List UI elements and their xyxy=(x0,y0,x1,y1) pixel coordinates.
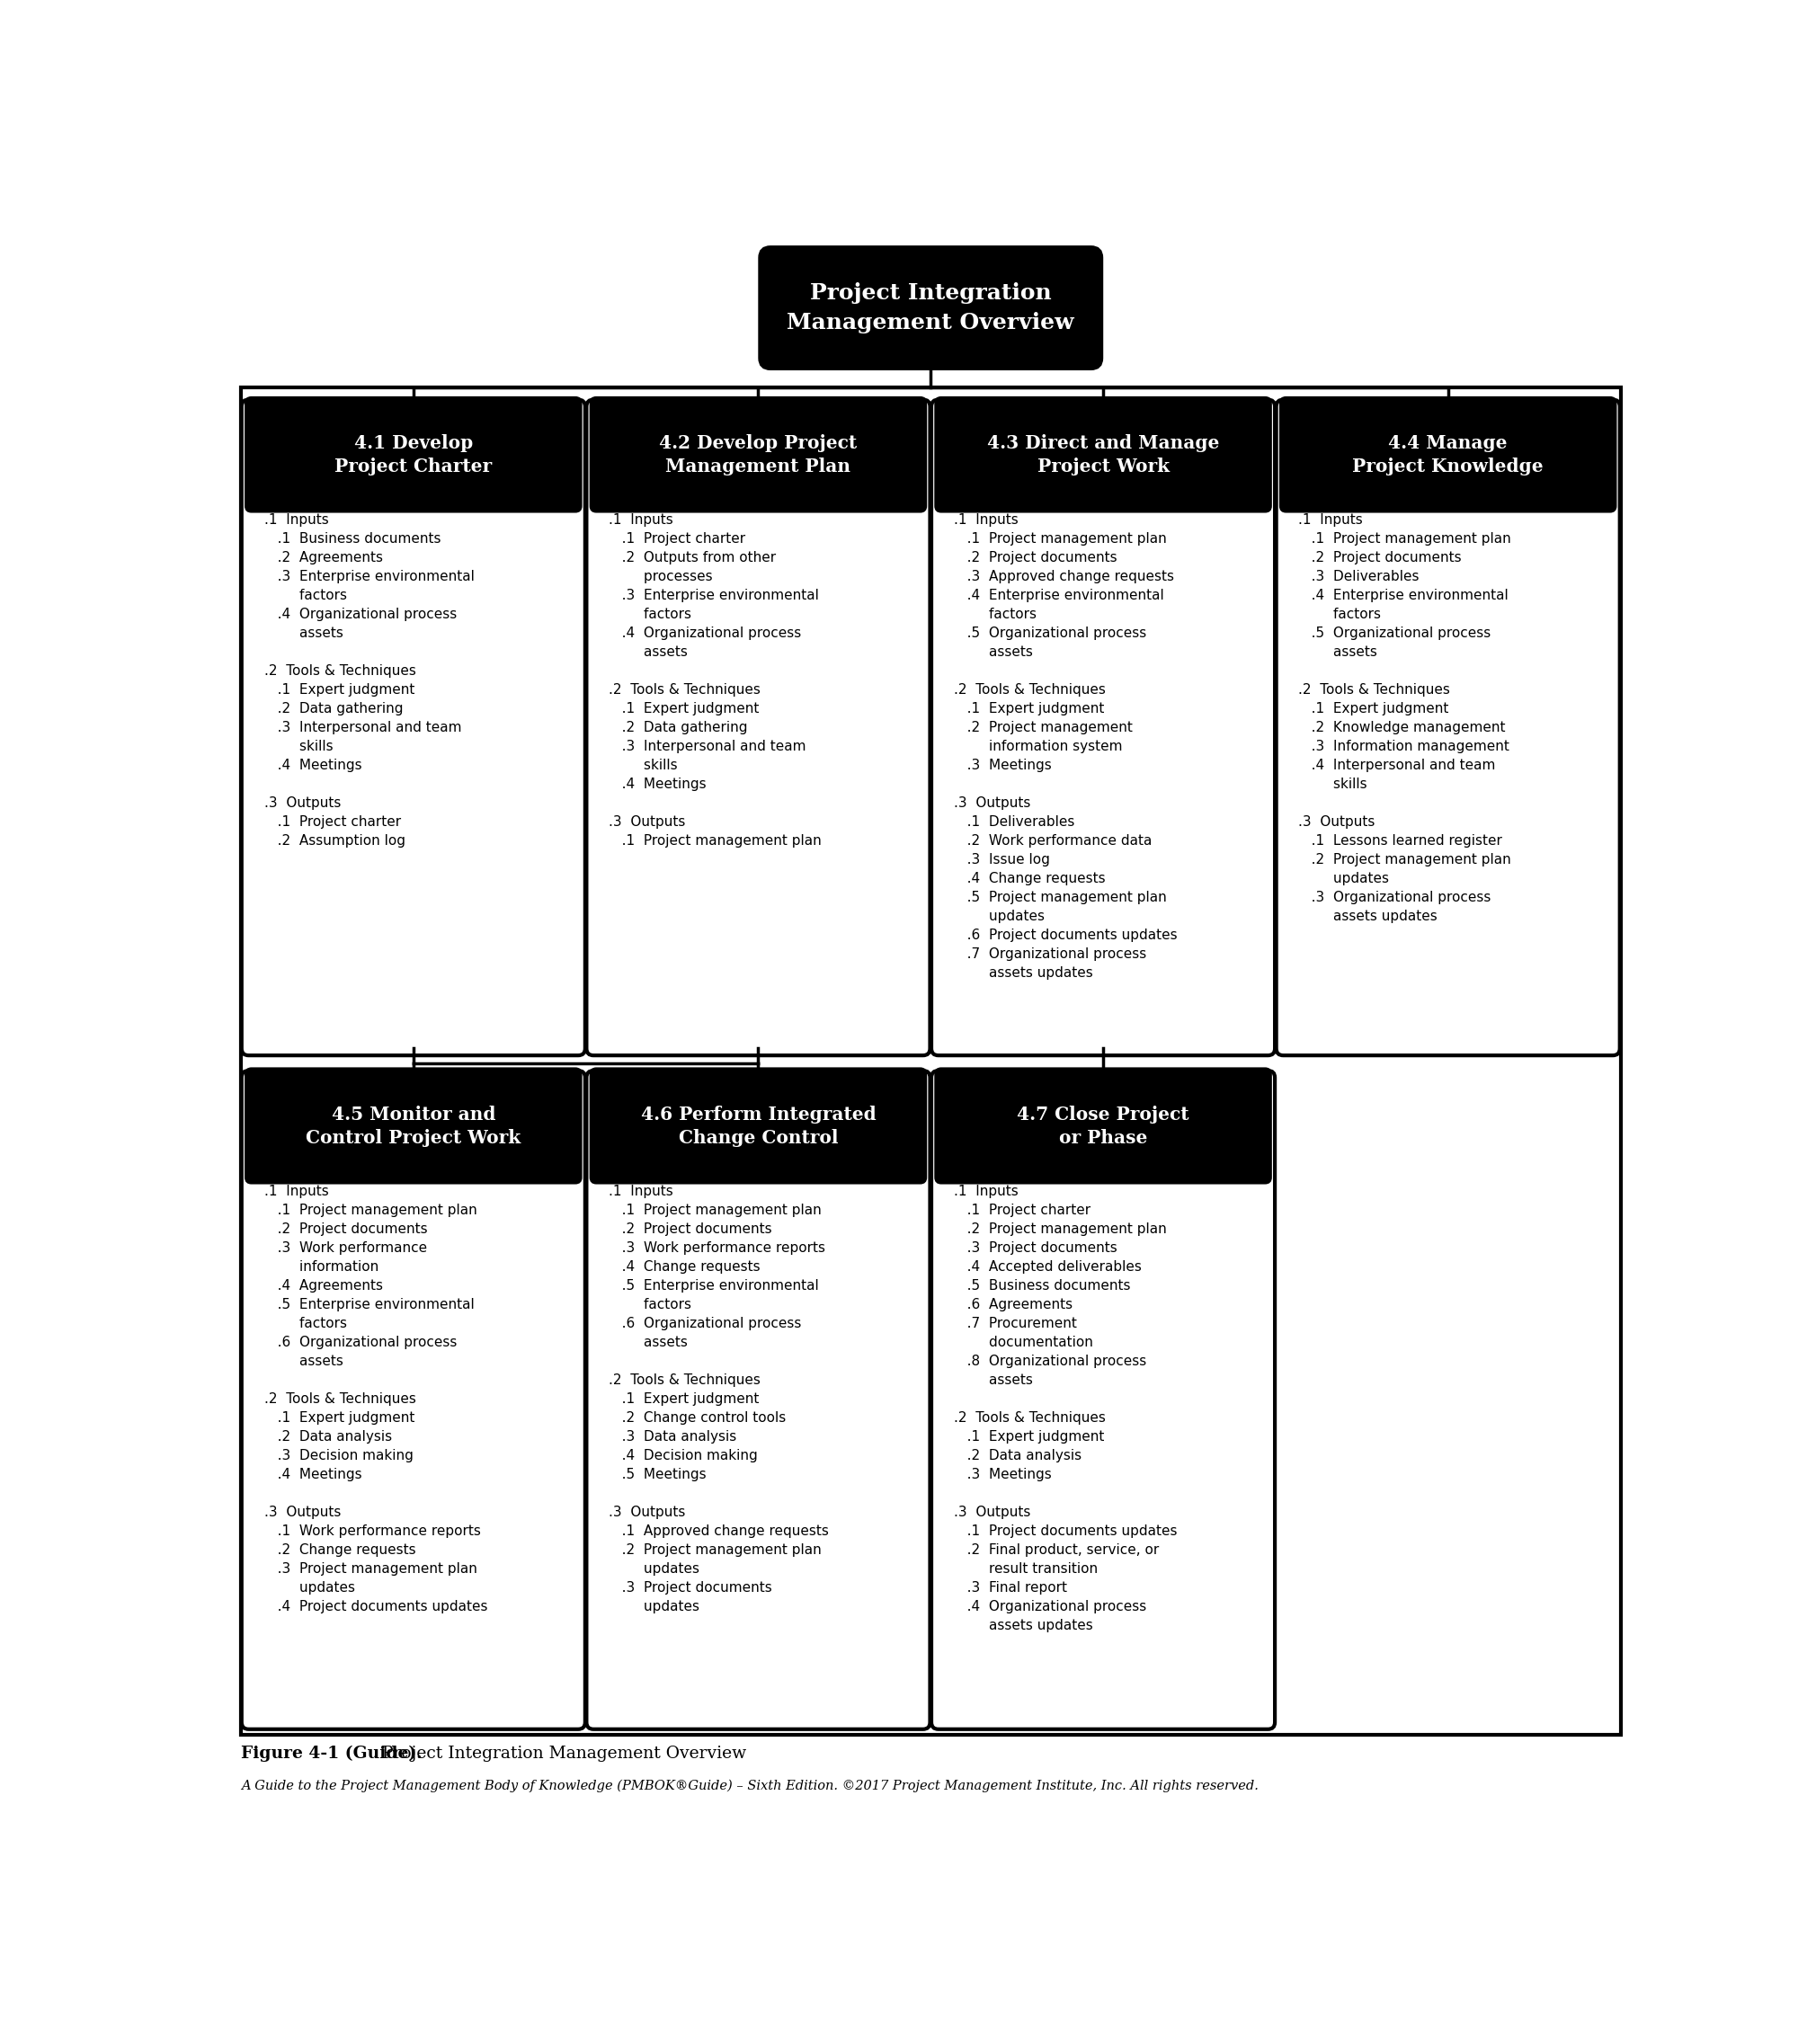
Text: 4.5 Monitor and
Control Project Work: 4.5 Monitor and Control Project Work xyxy=(305,1106,521,1147)
Text: .1  Inputs
   .1  Project charter
   .2  Project management plan
   .3  Project : .1 Inputs .1 Project charter .2 Project … xyxy=(953,1183,1177,1631)
FancyBboxPatch shape xyxy=(245,1069,581,1183)
Text: Figure 4-1 (Guide).: Figure 4-1 (Guide). xyxy=(242,1746,421,1762)
Text: 4.6 Perform Integrated
Change Control: 4.6 Perform Integrated Change Control xyxy=(641,1106,875,1147)
Text: Project Integration Management Overview: Project Integration Management Overview xyxy=(376,1746,746,1762)
Text: 4.1 Develop
Project Charter: 4.1 Develop Project Charter xyxy=(334,433,492,476)
Text: .1  Inputs
   .1  Project management plan
   .2  Project documents
   .3  Work p: .1 Inputs .1 Project management plan .2 … xyxy=(263,1183,487,1613)
Text: .1  Inputs
   .1  Project management plan
   .2  Project documents
   .3  Delive: .1 Inputs .1 Project management plan .2 … xyxy=(1298,513,1511,922)
Text: 4.3 Direct and Manage
Project Work: 4.3 Direct and Manage Project Work xyxy=(988,433,1219,476)
FancyBboxPatch shape xyxy=(242,1071,585,1729)
Text: 4.4 Manage
Project Knowledge: 4.4 Manage Project Knowledge xyxy=(1353,433,1544,476)
FancyBboxPatch shape xyxy=(590,397,926,511)
FancyBboxPatch shape xyxy=(935,1069,1271,1183)
FancyBboxPatch shape xyxy=(1277,401,1620,1055)
Text: .1  Inputs
   .1  Project charter
   .2  Outputs from other
        processes
  : .1 Inputs .1 Project charter .2 Outputs … xyxy=(608,513,821,848)
Bar xyxy=(242,386,1620,1735)
Text: .1  Inputs
   .1  Project management plan
   .2  Project documents
   .3  Work p: .1 Inputs .1 Project management plan .2 … xyxy=(608,1183,828,1613)
Text: 4.2 Develop Project
Management Plan: 4.2 Develop Project Management Plan xyxy=(659,433,857,476)
Text: .1  Inputs
   .1  Business documents
   .2  Agreements
   .3  Enterprise environ: .1 Inputs .1 Business documents .2 Agree… xyxy=(263,513,474,848)
Text: 4.7 Close Project
or Phase: 4.7 Close Project or Phase xyxy=(1017,1106,1189,1147)
FancyBboxPatch shape xyxy=(242,401,585,1055)
FancyBboxPatch shape xyxy=(587,1071,930,1729)
FancyBboxPatch shape xyxy=(587,401,930,1055)
FancyBboxPatch shape xyxy=(590,1069,926,1183)
FancyBboxPatch shape xyxy=(935,397,1271,511)
FancyBboxPatch shape xyxy=(245,397,581,511)
FancyBboxPatch shape xyxy=(932,401,1275,1055)
Text: .1  Inputs
   .1  Project management plan
   .2  Project documents
   .3  Approv: .1 Inputs .1 Project management plan .2 … xyxy=(953,513,1177,979)
Text: Project Integration
Management Overview: Project Integration Management Overview xyxy=(786,282,1075,333)
FancyBboxPatch shape xyxy=(1280,397,1616,511)
Text: A Guide to the Project Management Body of Knowledge (PMBOK®Guide) – Sixth Editio: A Guide to the Project Management Body o… xyxy=(242,1778,1258,1793)
FancyBboxPatch shape xyxy=(761,247,1100,368)
FancyBboxPatch shape xyxy=(932,1071,1275,1729)
